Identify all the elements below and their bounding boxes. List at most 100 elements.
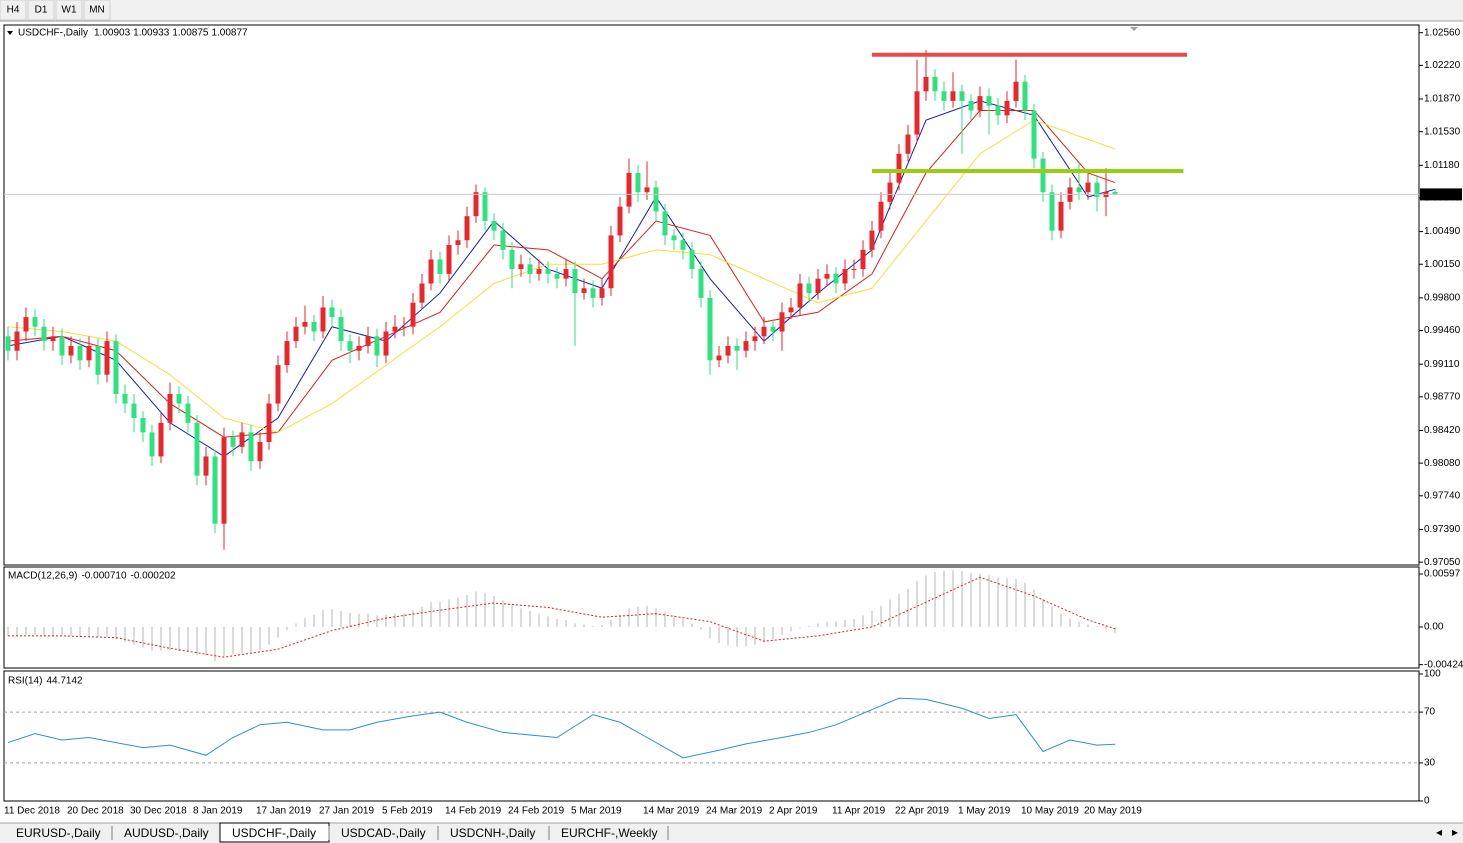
candle-body [1004, 100, 1010, 116]
candle-body [1058, 201, 1064, 231]
tab[interactable]: EURUSD-,Daily [16, 826, 101, 840]
candle-body [689, 249, 695, 270]
tab[interactable]: EURCHF-,Weekly [561, 826, 657, 840]
current-price-label: 1.00877 [1423, 189, 1460, 200]
timeframe-button[interactable] [55, 0, 83, 21]
candle-body [464, 216, 470, 241]
candle-body [374, 336, 380, 356]
chart-bg [0, 22, 1463, 823]
ohlc-readout: 1.00933 [133, 28, 170, 39]
candle-body [923, 76, 929, 92]
candle-body [1085, 182, 1091, 193]
candle-body [680, 240, 686, 250]
candle-body [446, 245, 452, 274]
candle-body [581, 288, 587, 294]
candle-body [824, 273, 830, 279]
candle-body [176, 393, 182, 404]
x-tick-label: 2 Apr 2019 [769, 806, 818, 817]
candle-body [914, 91, 920, 135]
candle-body [266, 403, 272, 443]
candle-body [536, 269, 542, 274]
y-tick-label: 1.00150 [1424, 259, 1461, 270]
candle-body [644, 187, 650, 193]
timeframe-label[interactable]: H4 [7, 5, 20, 16]
candle-body [770, 326, 776, 332]
candle-body [23, 317, 29, 332]
candle-body [239, 432, 245, 447]
candle-body [743, 341, 749, 351]
x-tick-label: 10 May 2019 [1021, 806, 1079, 817]
timeframe-label[interactable]: D1 [35, 5, 48, 16]
current-price-box [1420, 188, 1462, 201]
candle-body [545, 269, 551, 274]
x-tick-label: 5 Feb 2019 [382, 806, 433, 817]
y-tick-label: 0.00 [1424, 622, 1444, 633]
candle-body [59, 336, 65, 356]
candle-body [491, 221, 497, 231]
candle-body [887, 182, 893, 202]
candle-body [293, 326, 299, 342]
candle-body [95, 345, 101, 375]
tab[interactable]: USDCAD-,Daily [341, 826, 426, 840]
candle-body [248, 432, 254, 462]
candle-body [734, 345, 740, 351]
y-tick-label: 1.00490 [1424, 226, 1461, 237]
candle-body [1076, 187, 1082, 193]
x-tick-label: 24 Mar 2019 [706, 806, 763, 817]
candle-body [869, 230, 875, 250]
candle-body [356, 345, 362, 351]
candle-body [392, 326, 398, 332]
candle-body [626, 172, 632, 207]
y-tick-label: 0.97740 [1424, 490, 1461, 501]
timeframe-label[interactable]: W1 [62, 5, 77, 16]
candle-body [959, 91, 965, 101]
y-tick-label: 0 [1424, 796, 1430, 807]
indicator-readout: -0.000202 [131, 571, 176, 582]
candle-body [878, 201, 884, 231]
candle-body [5, 336, 11, 351]
candle-body [86, 345, 92, 361]
candle-body [203, 456, 209, 476]
timeframe-button[interactable] [27, 0, 55, 21]
y-tick-label: 1.02560 [1424, 27, 1461, 38]
y-tick-label: 1.02220 [1424, 60, 1461, 71]
timeframe-label[interactable]: MN [89, 5, 105, 16]
y-tick-label: 0.98420 [1424, 425, 1461, 436]
candle-body [320, 307, 326, 332]
x-tick-label: 20 May 2019 [1084, 806, 1142, 817]
timeframe-button[interactable] [83, 0, 111, 21]
tab[interactable]: AUDUSD-,Daily [124, 826, 209, 840]
candle-body [428, 259, 434, 284]
candle-body [437, 259, 443, 274]
candle-body [752, 336, 758, 342]
x-tick-label: 24 Feb 2019 [508, 806, 565, 817]
candle-body [275, 365, 281, 404]
candle-body [527, 264, 533, 274]
candle-body [149, 432, 155, 457]
candle-body [977, 96, 983, 111]
candle-body [608, 235, 614, 289]
candle-body [347, 341, 353, 351]
ohlc-readout: 1.00875 [172, 28, 209, 39]
candle-body [635, 172, 641, 193]
candle-body [779, 312, 785, 332]
candle-body [1031, 110, 1037, 159]
tab-active[interactable]: USDCHF-,Daily [232, 826, 316, 840]
y-tick-label: 0.98770 [1424, 391, 1461, 402]
tab[interactable]: USDCNH-,Daily [450, 826, 535, 840]
timeframe-button[interactable] [0, 0, 27, 21]
candle-body [698, 269, 704, 298]
candle-body [113, 341, 119, 394]
candle-body [140, 417, 146, 433]
tab-scroll-left[interactable]: ◂ [1436, 825, 1442, 839]
candle-body [896, 153, 902, 183]
candle-body [329, 307, 335, 318]
price-panel-frame [3, 24, 1420, 566]
candle-body [806, 283, 812, 294]
candle-body [167, 393, 173, 423]
tab-scroll-right[interactable]: ▸ [1452, 825, 1458, 839]
candle-body [158, 422, 164, 457]
candle-body [995, 105, 1001, 116]
candle-body [617, 206, 623, 236]
x-tick-label: 30 Dec 2018 [130, 806, 187, 817]
